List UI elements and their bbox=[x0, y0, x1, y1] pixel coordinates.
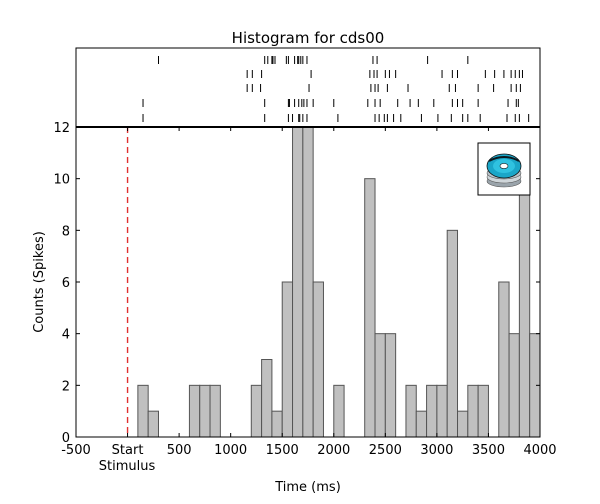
histogram-bar bbox=[188, 384, 201, 438]
histogram-bar bbox=[415, 410, 428, 438]
y-tick-label: 10 bbox=[53, 173, 70, 188]
x-tick-label: 3500 bbox=[472, 443, 505, 458]
raster-trial-row bbox=[246, 84, 521, 92]
histogram-bar bbox=[518, 178, 531, 438]
histogram-bar bbox=[498, 281, 510, 438]
histogram-bar bbox=[333, 384, 345, 438]
histogram-bar bbox=[405, 384, 417, 438]
histogram-bar bbox=[261, 359, 273, 438]
x-axis-ticks: -500 Start 500 1000 1500 2000 2500 3000 3500 4000 bbox=[61, 127, 557, 458]
raster-trial-row bbox=[142, 99, 519, 107]
histogram-bar bbox=[467, 384, 479, 438]
histogram-bar bbox=[292, 126, 304, 438]
x-tick-sublabel: Stimulus bbox=[99, 459, 156, 474]
x-axis-label: Time (ms) bbox=[274, 480, 341, 495]
histogram-bar bbox=[426, 384, 438, 438]
histogram-bar bbox=[374, 333, 386, 438]
histogram-bar bbox=[271, 410, 283, 438]
x-tick-label: 500 bbox=[167, 443, 192, 458]
y-tick-label: 8 bbox=[62, 224, 70, 239]
histogram-bar bbox=[209, 384, 221, 438]
histogram-bar bbox=[137, 384, 149, 438]
histogram-bar bbox=[384, 333, 397, 438]
x-tick-label: 2000 bbox=[317, 443, 350, 458]
histogram-bar bbox=[281, 281, 294, 438]
histogram-bar bbox=[312, 281, 324, 438]
y-tick-label: 0 bbox=[62, 431, 70, 446]
cd-stack-icon bbox=[477, 142, 531, 196]
x-tick-label: 3000 bbox=[420, 443, 453, 458]
histogram-bar bbox=[302, 126, 314, 438]
x-tick-label: -500 bbox=[61, 443, 91, 458]
histogram-bar bbox=[436, 384, 448, 438]
histogram-bar bbox=[250, 384, 263, 438]
x-tick-label: Start bbox=[112, 443, 144, 458]
y-tick-label: 12 bbox=[53, 121, 70, 136]
x-tick-label: 1500 bbox=[266, 443, 299, 458]
histogram-bar bbox=[364, 178, 376, 438]
raster-trial-row bbox=[246, 70, 523, 78]
raster-trial-row bbox=[142, 114, 530, 122]
chart-title: Histogram for cds00 bbox=[232, 29, 385, 47]
y-axis-ticks: 0 2 4 6 8 10 12 bbox=[53, 121, 540, 446]
y-axis-label: Counts (Spikes) bbox=[32, 231, 47, 333]
raster-trial-row bbox=[157, 56, 469, 64]
y-tick-label: 6 bbox=[62, 276, 70, 291]
raster-panel bbox=[142, 56, 530, 122]
histogram-bar bbox=[199, 384, 211, 438]
histogram-bar bbox=[446, 229, 459, 438]
x-tick-label: 2500 bbox=[369, 443, 402, 458]
histogram-bar bbox=[508, 333, 520, 438]
x-tick-label: 1000 bbox=[214, 443, 247, 458]
histogram-bar bbox=[147, 410, 159, 438]
histogram-bar bbox=[477, 384, 489, 438]
histogram-bar bbox=[457, 410, 469, 438]
y-tick-label: 4 bbox=[62, 328, 70, 343]
x-tick-label: 4000 bbox=[523, 443, 556, 458]
y-tick-label: 2 bbox=[62, 379, 70, 394]
